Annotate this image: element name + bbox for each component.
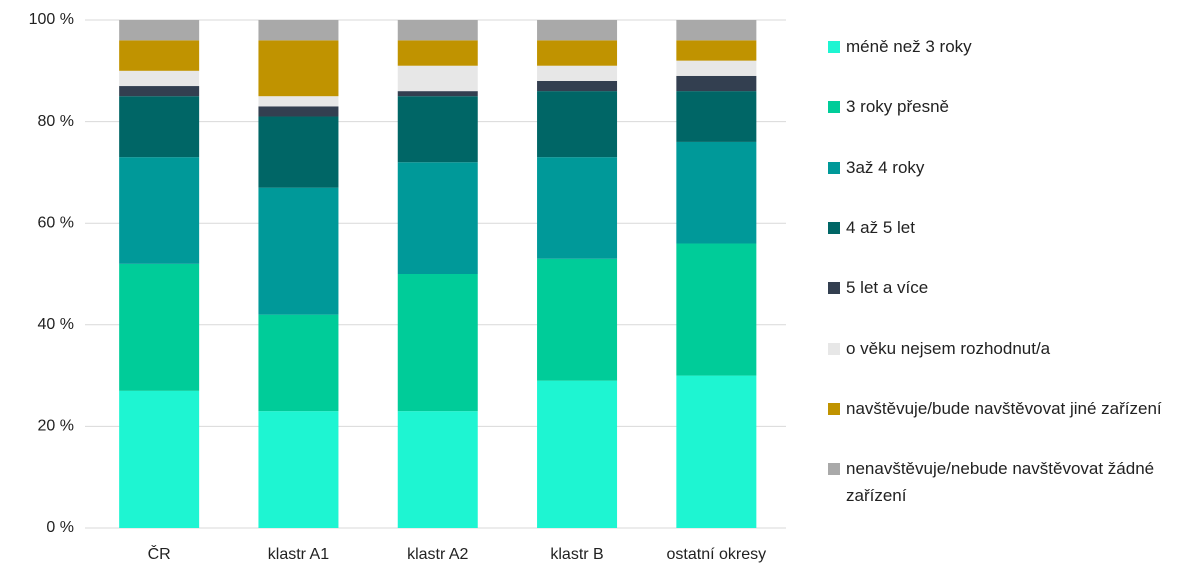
bar-segment <box>397 65 478 92</box>
bar-segment <box>676 91 757 142</box>
y-tick-label: 100 % <box>29 11 74 28</box>
bar-segment <box>119 40 200 71</box>
legend-swatch <box>828 282 840 295</box>
y-tick-label: 60 % <box>38 214 74 231</box>
bar-segment <box>258 20 339 41</box>
bar-segment <box>537 157 618 259</box>
legend-label: 4 až 5 let <box>846 217 915 237</box>
legend-label: 3 roky přesně <box>846 97 949 117</box>
y-tick-label: 0 % <box>46 519 74 536</box>
legend-swatch <box>828 221 840 234</box>
legend-item: 3 roky přesně <box>828 93 1178 120</box>
bar-segment <box>537 65 618 81</box>
legend-label: nenavštěvuje/nebude navštěvovat žádné za… <box>846 459 1155 506</box>
x-tick-label: klastr B <box>550 546 603 563</box>
y-tick-label: 80 % <box>38 113 74 130</box>
legend-swatch <box>828 41 840 53</box>
bar-segment <box>397 91 478 97</box>
bar-segment <box>676 75 757 92</box>
bar-segment <box>397 20 478 41</box>
bar-segment <box>119 20 200 41</box>
legend-label: 5 let a více <box>846 278 929 298</box>
bar-segment <box>537 258 618 381</box>
legend-item: o věku nejsem rozhodnut/a <box>828 335 1178 362</box>
bar-segment <box>537 40 618 66</box>
legend-item: 4 až 5 let <box>828 214 1178 241</box>
x-tick-label: ostatní okresy <box>667 546 767 563</box>
bar-segment <box>676 20 757 41</box>
bar-segment <box>258 40 339 97</box>
bar-segment <box>397 411 478 528</box>
legend-item: méně než 3 roky <box>828 33 1178 60</box>
legend-swatch <box>828 101 840 114</box>
bar-segment <box>537 20 618 41</box>
bar-segment <box>258 187 339 315</box>
bar-segment <box>676 40 757 61</box>
bar-segment <box>258 411 339 528</box>
bar-segment <box>397 40 478 66</box>
x-tick-label: ČR <box>148 544 171 563</box>
bar-segment <box>119 70 200 87</box>
bar-segment <box>397 162 478 274</box>
bar-segment <box>397 274 478 412</box>
x-tick-label: klastr A2 <box>407 546 468 563</box>
bar-segment <box>119 96 200 158</box>
bar-segment <box>537 80 618 92</box>
legend-label: 3až 4 roky <box>846 157 925 177</box>
bar-segment <box>119 157 200 264</box>
bar-segment <box>676 375 757 528</box>
x-tick-label: klastr A1 <box>268 546 329 563</box>
bar-segment <box>258 116 339 188</box>
y-tick-label: 40 % <box>38 316 74 333</box>
bar-segment <box>676 60 757 76</box>
y-tick-label: 20 % <box>38 418 74 435</box>
legend-label: navštěvuje/bude navštěvovat jiné zařízen… <box>846 398 1162 418</box>
bar-segment <box>119 86 200 97</box>
legend-item: 3až 4 roky <box>828 154 1178 181</box>
bar-segment <box>397 96 478 163</box>
bar-segment <box>119 263 200 391</box>
bar-segment <box>676 243 757 376</box>
legend-swatch <box>828 342 840 355</box>
legend-item: navštěvuje/bude navštěvovat jiné zařízen… <box>828 395 1178 422</box>
bar-segment <box>676 141 757 244</box>
legend-label: méně než 3 roky <box>846 37 972 56</box>
bar-segment <box>258 96 339 107</box>
bar-segment <box>258 314 339 412</box>
legend-swatch <box>828 463 840 476</box>
legend-swatch <box>828 402 840 415</box>
legend-item: nenavštěvuje/nebude navštěvovat žádné za… <box>828 455 1178 509</box>
legend-swatch <box>828 161 840 174</box>
legend-item: 5 let a více <box>828 274 1178 301</box>
bar-segment <box>258 106 339 117</box>
bar-segment <box>119 390 200 528</box>
bar-segment <box>537 91 618 158</box>
legend-label: o věku nejsem rozhodnut/a <box>846 338 1051 358</box>
bar-segment <box>537 380 618 528</box>
